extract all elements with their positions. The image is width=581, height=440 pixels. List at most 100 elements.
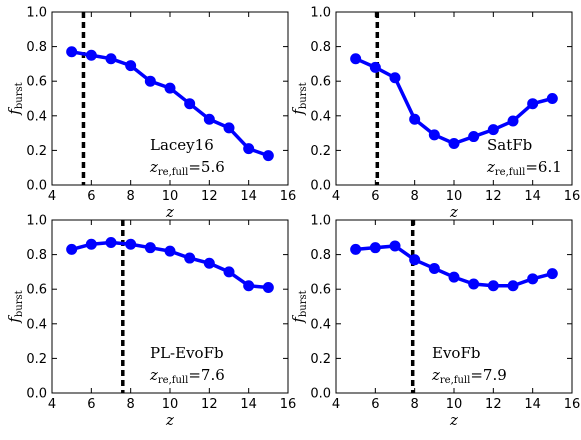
model-label: Lacey16	[150, 136, 214, 154]
y-tick-label: 1.0	[26, 214, 47, 229]
y-axis-label: fburst	[289, 82, 309, 115]
data-point	[223, 122, 235, 134]
y-tick-label: 0.8	[310, 248, 331, 263]
panel-top-right: 4 6 8 10 12 14 16 0.0 0.2 0.4 0.6 0.8 1.0 SatFb zre,fu…	[289, 6, 580, 222]
x-tick-label: 4	[48, 397, 56, 412]
y-tick-label: 1.0	[26, 6, 47, 21]
data-point	[428, 129, 440, 141]
data-point	[164, 82, 176, 94]
x-tick-label: 10	[162, 189, 179, 204]
x-tick-label: 14	[240, 397, 257, 412]
data-point	[262, 281, 274, 293]
data-point	[527, 98, 539, 110]
data-point	[350, 243, 362, 255]
model-label: PL-EvoFb	[150, 344, 224, 362]
x-tick-label: 8	[127, 189, 135, 204]
x-tick-label: 10	[446, 397, 463, 412]
x-tick-label: 14	[524, 397, 541, 412]
data-point	[66, 243, 78, 255]
data-point	[203, 113, 215, 125]
data-point	[144, 242, 156, 254]
y-tick-label: 0.6	[310, 283, 331, 298]
data-point	[262, 150, 274, 162]
data-point	[468, 131, 480, 143]
x-tick-label: 16	[564, 189, 581, 204]
x-tick-label: 8	[411, 397, 419, 412]
y-axis-label: fburst	[289, 290, 309, 323]
x-tick-label: 12	[201, 189, 218, 204]
data-point	[164, 245, 176, 257]
data-point	[125, 60, 137, 72]
data-point	[105, 53, 117, 65]
data-point	[85, 238, 97, 250]
x-tick-label: 16	[280, 397, 297, 412]
x-tick-label: 8	[127, 397, 135, 412]
y-tick-label: 0.4	[26, 109, 47, 124]
axes-frame	[51, 11, 289, 186]
y-tick-label: 0.8	[310, 40, 331, 55]
z-re-full-annotation: zre,full=5.6	[149, 158, 225, 178]
data-point	[223, 266, 235, 278]
z-re-full-annotation: zre,full=7.6	[149, 366, 225, 386]
data-point	[144, 75, 156, 87]
y-tick-label: 0.2	[310, 144, 331, 159]
z-re-full-annotation: zre,full=7.9	[431, 366, 507, 386]
x-tick-label: 10	[162, 397, 179, 412]
data-point	[105, 236, 117, 248]
x-tick-label: 14	[524, 189, 541, 204]
y-tick-label: 0.0	[26, 179, 47, 194]
data-point	[389, 240, 401, 252]
data-point	[428, 262, 440, 274]
data-point	[184, 98, 196, 110]
x-axis-label: z	[449, 411, 458, 429]
data-point	[409, 254, 421, 266]
y-tick-label: 0.6	[26, 75, 47, 90]
data-point	[546, 93, 558, 104]
y-tick-label: 0.2	[310, 352, 331, 367]
data-point	[507, 115, 519, 127]
x-tick-label: 16	[280, 189, 297, 204]
x-tick-label: 4	[332, 397, 340, 412]
x-axis-label: z	[449, 203, 458, 221]
x-tick-label: 6	[371, 397, 379, 412]
series-line	[354, 57, 553, 146]
y-tick-label: 0.8	[26, 40, 47, 55]
data-point	[369, 242, 381, 254]
y-tick-label: 0.2	[26, 352, 47, 367]
data-point	[389, 72, 401, 84]
model-label: EvoFb	[432, 344, 480, 362]
data-point	[243, 143, 255, 155]
x-tick-label: 12	[485, 397, 502, 412]
y-tick-label: 1.0	[310, 214, 331, 229]
x-tick-label: 8	[411, 189, 419, 204]
y-tick-label: 0.4	[310, 317, 331, 332]
y-tick-label: 1.0	[310, 6, 331, 21]
data-point	[243, 280, 255, 292]
y-tick-label: 0.2	[26, 144, 47, 159]
data-point	[448, 271, 460, 283]
y-axis-label: fburst	[5, 290, 25, 323]
x-tick-label: 10	[446, 189, 463, 204]
x-tick-label: 12	[201, 397, 218, 412]
panel-bottom-left: 4 6 8 10 12 14 16 0.0 0.2 0.4 0.6 0.8 1.0 PL-EvoFb zre…	[5, 214, 296, 430]
data-point	[546, 268, 558, 280]
data-point	[85, 49, 97, 61]
y-axis-label: fburst	[5, 82, 25, 115]
x-tick-label: 6	[87, 189, 95, 204]
x-tick-label: 12	[485, 189, 502, 204]
x-tick-label: 16	[564, 397, 581, 412]
data-point	[448, 137, 460, 149]
data-point	[203, 257, 215, 269]
y-tick-label: 0.8	[26, 248, 47, 263]
data-point	[350, 53, 362, 65]
panel-top-left: 4 6 8 10 12 14 16 0.0 0.2 0.4 0.6 0.8 1.0 Lacey16 zre,…	[5, 6, 296, 222]
y-tick-label: 0.0	[310, 179, 331, 194]
y-tick-label: 0.4	[26, 317, 47, 332]
y-tick-label: 0.4	[310, 109, 331, 124]
model-label: SatFb	[487, 136, 532, 154]
x-tick-label: 14	[240, 189, 257, 204]
x-tick-label: 4	[332, 189, 340, 204]
y-tick-label: 0.6	[310, 75, 331, 90]
data-point	[468, 278, 480, 290]
